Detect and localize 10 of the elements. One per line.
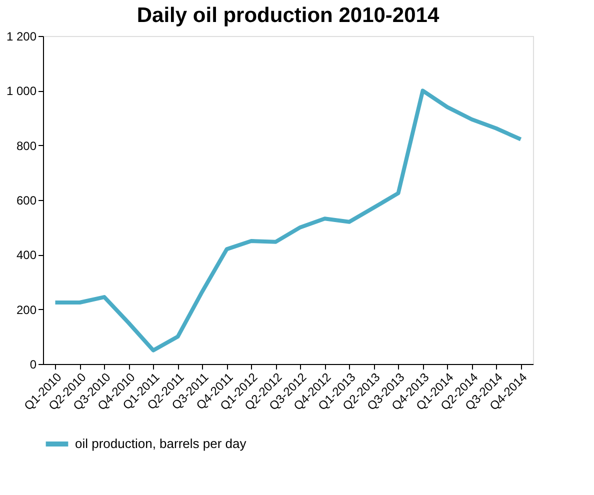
- y-tick-label: 1 000: [6, 84, 37, 98]
- y-tick-label: 800: [16, 138, 37, 153]
- y-tick-label: 200: [16, 302, 37, 317]
- chart-title: Daily oil production 2010-2014: [136, 4, 440, 27]
- line-series: [53, 88, 523, 352]
- y-tick-label: 0: [30, 358, 37, 372]
- y-tick-label: 400: [16, 248, 37, 262]
- y-tick-label: 600: [16, 194, 37, 208]
- y-tick-label: 1 200: [6, 30, 37, 44]
- legend-label: oil production, barrels per day: [75, 436, 247, 451]
